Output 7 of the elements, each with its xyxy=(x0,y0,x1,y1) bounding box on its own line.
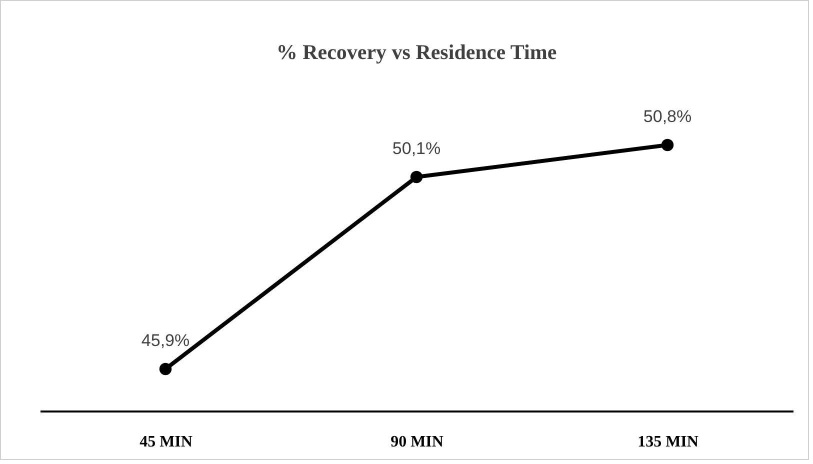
data-label: 50,1% xyxy=(392,139,441,158)
chart-title: % Recovery vs Residence Time xyxy=(276,40,557,64)
x-tick-label: 90 MIN xyxy=(390,434,444,450)
x-tick-label: 45 MIN xyxy=(140,434,193,450)
data-label: 50,8% xyxy=(643,107,692,126)
data-label: 45,9% xyxy=(141,331,190,350)
x-tick-label: 135 MIN xyxy=(638,434,699,450)
